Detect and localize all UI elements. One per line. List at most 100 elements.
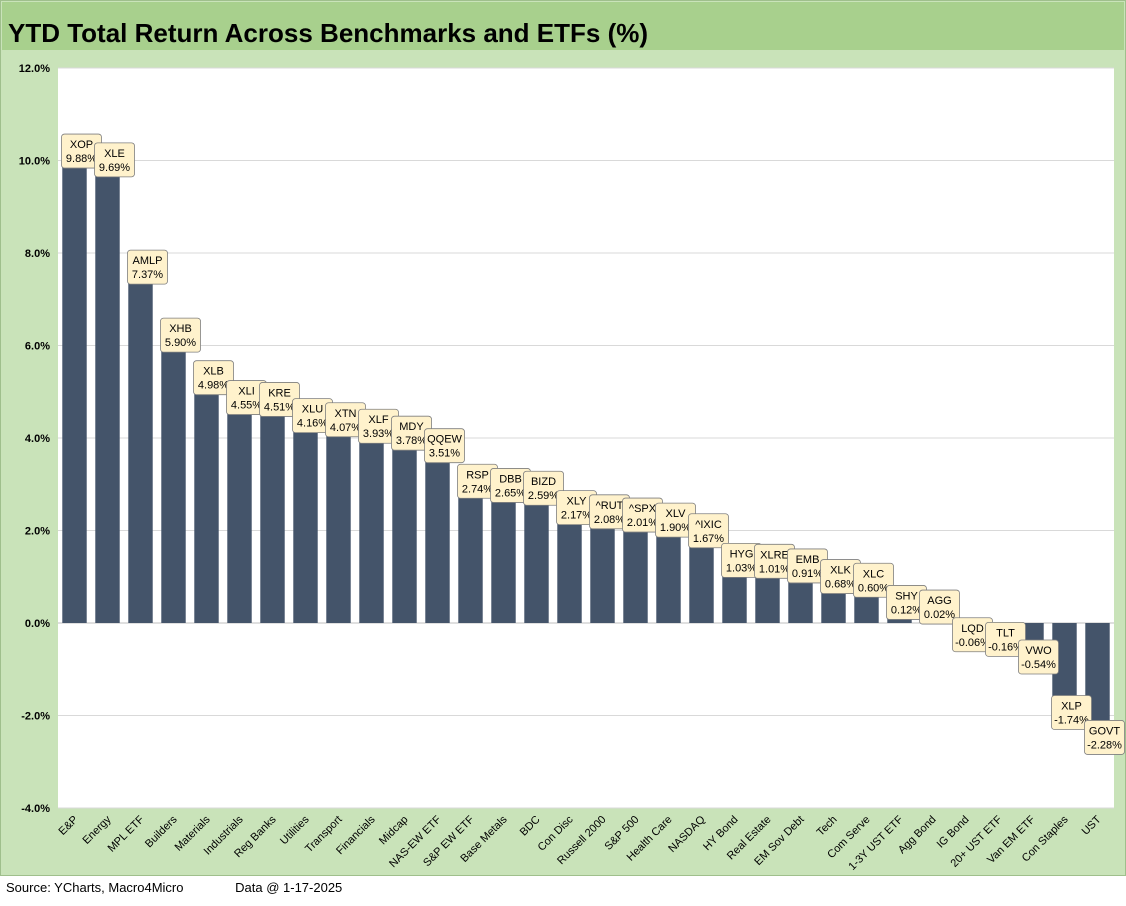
y-tick-label: 8.0% (25, 248, 50, 260)
data-label-ticker: MDY (399, 421, 424, 433)
data-label-value: 5.90% (165, 337, 196, 349)
data-label-value: 2.01% (627, 517, 658, 529)
bar-xlf (359, 441, 384, 623)
data-label-ticker: VWO (1025, 645, 1052, 657)
data-label-xlp: XLP -1.74% (1051, 695, 1092, 730)
data-label-box (193, 360, 234, 396)
data-label-value: 2.08% (594, 514, 625, 526)
data-label-ticker: ^SPX (629, 503, 657, 515)
data-label-ticker: XLI (238, 386, 255, 398)
data-label-xlc: XLC 0.60% (853, 562, 894, 598)
data-label-ticker: ^RUT (596, 500, 624, 512)
bar-xlk (821, 591, 846, 623)
data-label-value: 1.90% (660, 522, 691, 534)
data-label-box (1051, 695, 1092, 730)
bar-emb (788, 580, 813, 623)
data-label-xtn: XTN 4.07% (325, 402, 366, 438)
data-label-ticker: ^IXIC (695, 519, 722, 531)
data-label-value: 2.17% (561, 510, 592, 522)
data-label-xle: XLE 9.69% (94, 142, 135, 178)
data-label-ticker: XLV (666, 508, 687, 520)
bar-xop (62, 166, 87, 624)
data-label-value: 1.67% (693, 533, 724, 545)
data-label-value: 3.78% (396, 435, 427, 447)
data-label-xly: XLY 2.17% (556, 490, 597, 526)
data-label-amlp: AMLP 7.37% (127, 249, 168, 285)
data-label-value: 2.59% (528, 490, 559, 502)
data-label-ticker: XLF (368, 414, 388, 426)
bar-xhb (161, 350, 186, 623)
data-label-box (1084, 720, 1125, 755)
data-label-kre: KRE 4.51% (259, 382, 300, 417)
bar-xtn (326, 434, 351, 623)
title-bar: YTD Total Return Across Benchmarks and E… (2, 2, 1124, 50)
data-label-ticker: XLB (203, 366, 224, 378)
data-label-rut: ^RUT 2.08% (589, 494, 630, 530)
data-label-value: 3.93% (363, 428, 394, 440)
y-axis-ticks: -4.0% -2.0% 0.0% 2.0% 4.0% 6.0% 8.0% 10.0% 12.0% (19, 63, 50, 815)
data-label-govt: GOVT -2.28% (1084, 720, 1125, 755)
bar-hyg (722, 575, 747, 623)
bar-xlu (293, 430, 318, 623)
data-label-ticker: TLT (996, 627, 1015, 639)
data-label-value: 1.01% (759, 563, 790, 575)
data-label-ixic: ^IXIC 1.67% (688, 513, 729, 549)
data-label-box (127, 249, 168, 285)
data-label-bizd: BIZD 2.59% (523, 470, 564, 506)
data-label-value: -0.16% (988, 641, 1023, 653)
bar-chart: -4.0% -2.0% 0.0% 2.0% 4.0% 6.0% 8.0% 10.0% 12.0%… (19, 63, 1125, 873)
data-label-box (853, 562, 894, 598)
data-label-value: 2.74% (462, 483, 493, 495)
y-tick-label: 6.0% (25, 341, 50, 353)
data-label-ticker: XLK (830, 565, 851, 577)
data-label-ticker: KRE (268, 387, 291, 399)
data-label-ticker: XTN (335, 408, 357, 420)
data-label-ticker: BIZD (531, 476, 556, 488)
data-label-xlb: XLB 4.98% (193, 360, 234, 396)
data-label-value: 7.37% (132, 269, 163, 281)
data-label-emb: EMB 0.91% (787, 548, 828, 584)
data-date-note: Data @ 1-17-2025 (235, 880, 343, 895)
bar-xlv (656, 535, 681, 623)
y-tick-label: 0.0% (25, 618, 50, 630)
data-label-value: 0.60% (858, 582, 889, 594)
bar-qqew (425, 460, 450, 623)
x-tick-label: BDC (518, 814, 543, 839)
data-label-ticker: EMB (796, 554, 820, 566)
bar-mdy (392, 448, 417, 623)
data-label-vwo: VWO -0.54% (1018, 639, 1059, 675)
data-label-value: 0.91% (792, 568, 823, 580)
data-label-xlk: XLK 0.68% (820, 559, 861, 594)
data-label-value: 1.03% (726, 562, 757, 574)
data-label-box (160, 317, 201, 353)
bar-spx (623, 530, 648, 623)
bar-xlb (194, 392, 219, 623)
y-tick-label: -2.0% (21, 711, 50, 723)
data-label-xlv: XLV 1.90% (655, 502, 696, 538)
data-label-ticker: XHB (169, 323, 192, 335)
bar-ixic (689, 545, 714, 623)
data-label-ticker: LQD (961, 623, 984, 635)
data-label-ticker: SHY (895, 590, 918, 602)
chart-title: YTD Total Return Across Benchmarks and E… (8, 18, 649, 48)
data-label-ticker: XLE (104, 148, 125, 160)
data-label-value: 2.65% (495, 487, 526, 499)
data-label-box (424, 428, 465, 464)
data-label-ticker: XLC (863, 568, 884, 580)
y-tick-label: 2.0% (25, 526, 50, 538)
data-label-agg: AGG 0.02% (919, 589, 960, 625)
bar-bizd (524, 503, 549, 623)
bar-dbb (491, 500, 516, 623)
y-tick-label: 10.0% (19, 156, 50, 168)
data-label-value: -0.54% (1021, 659, 1056, 671)
footer: Source: YCharts, Macro4Micro Data @ 1-17… (6, 880, 342, 895)
data-label-tlt: TLT -0.16% (985, 622, 1026, 657)
data-label-ticker: QQEW (427, 434, 462, 446)
data-label-value: -1.74% (1054, 714, 1089, 726)
data-label-dbb: DBB 2.65% (490, 468, 531, 503)
bar-xlre (755, 576, 780, 623)
data-label-ticker: XOP (70, 139, 93, 151)
data-label-box (523, 470, 564, 506)
bar-xlc (854, 595, 879, 623)
data-label-value: 9.88% (66, 153, 97, 165)
